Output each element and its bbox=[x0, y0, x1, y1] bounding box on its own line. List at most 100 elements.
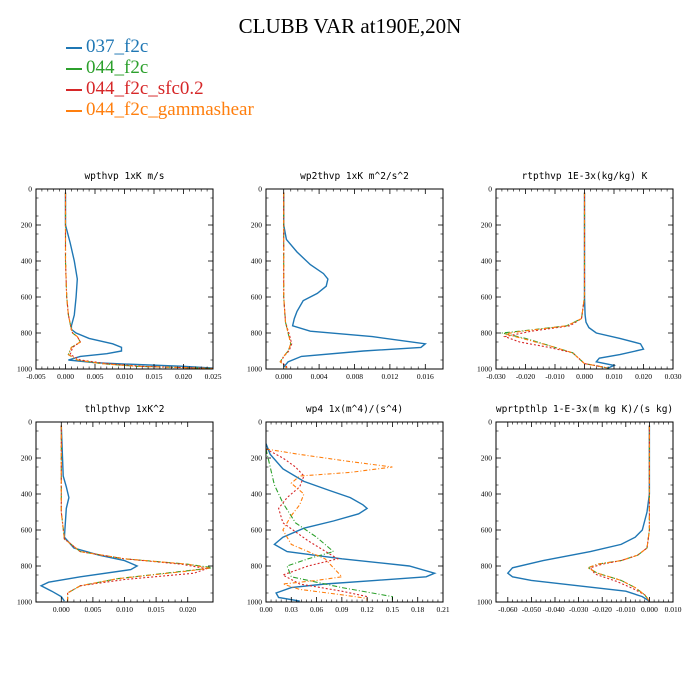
series-line-044-f2c bbox=[64, 192, 213, 369]
x-tick-label: 0.000 bbox=[275, 372, 292, 381]
panel-title: thlpthvp 1xK^2 bbox=[84, 404, 164, 415]
y-tick-label: 800 bbox=[251, 329, 263, 338]
x-tick-label: 0.010 bbox=[665, 605, 682, 614]
x-tick-label: 0.004 bbox=[311, 372, 328, 381]
x-tick-label: -0.030 bbox=[486, 372, 506, 381]
x-tick-label: 0.016 bbox=[417, 372, 434, 381]
legend-swatch bbox=[66, 88, 82, 91]
legend-swatch bbox=[66, 67, 82, 70]
y-tick-label: 0 bbox=[488, 418, 492, 427]
legend-swatch bbox=[66, 109, 82, 112]
y-tick-label: 200 bbox=[21, 454, 33, 463]
y-tick-label: 1000 bbox=[17, 598, 32, 607]
panel-title: wpthvp 1xK m/s bbox=[84, 171, 164, 182]
y-tick-label: 800 bbox=[481, 329, 493, 338]
legend-label: 044_f2c_gammashear bbox=[86, 99, 254, 120]
x-tick-label: 0.09 bbox=[335, 605, 348, 614]
y-tick-label: 600 bbox=[251, 293, 263, 302]
x-tick-label: -0.020 bbox=[516, 372, 536, 381]
x-tick-label: 0.030 bbox=[665, 372, 682, 381]
y-tick-label: 600 bbox=[21, 526, 33, 535]
y-tick-label: 0 bbox=[258, 185, 262, 194]
series-line-044-f2c-gammashear bbox=[586, 425, 650, 602]
y-tick-label: 600 bbox=[481, 293, 493, 302]
series-line-044-f2c-sfc0-2 bbox=[280, 192, 293, 369]
x-tick-label: -0.020 bbox=[593, 605, 613, 614]
series-line-044-f2c-sfc0-2 bbox=[64, 192, 213, 369]
legend-swatch bbox=[66, 46, 82, 49]
x-tick-label: 0.03 bbox=[285, 605, 298, 614]
x-tick-label: 0.010 bbox=[116, 372, 133, 381]
y-tick-label: 200 bbox=[21, 221, 33, 230]
y-tick-label: 0 bbox=[28, 418, 32, 427]
x-tick-label: 0.00 bbox=[259, 605, 272, 614]
series-line-037-f2c bbox=[283, 192, 427, 368]
x-tick-label: 0.025 bbox=[205, 372, 222, 381]
panel-title: wp4 1x(m^4)/(s^4) bbox=[306, 404, 403, 415]
series-group bbox=[39, 425, 213, 602]
y-tick-label: 600 bbox=[251, 526, 263, 535]
x-tick-label: 0.12 bbox=[361, 605, 374, 614]
y-tick-label: 400 bbox=[251, 257, 263, 266]
x-tick-label: -0.040 bbox=[545, 605, 565, 614]
y-tick-label: 400 bbox=[481, 257, 493, 266]
legend-item-044-f2c: 044_f2c bbox=[66, 57, 254, 78]
series-group bbox=[279, 192, 427, 369]
series-line-037-f2c bbox=[39, 425, 139, 602]
series-line-044-f2c-gammashear bbox=[279, 192, 292, 369]
panel-title: rtpthvp 1E-3x(kg/kg) K bbox=[522, 171, 648, 182]
legend-item-037-f2c: 037_f2c bbox=[66, 36, 254, 57]
y-tick-label: 200 bbox=[251, 454, 263, 463]
y-tick-label: 200 bbox=[481, 221, 493, 230]
y-tick-label: 0 bbox=[28, 185, 32, 194]
x-tick-label: 0.21 bbox=[436, 605, 449, 614]
series-line-037-f2c bbox=[266, 443, 437, 602]
panel-rtpthvp: rtpthvp 1E-3x(kg/kg) K -0.030 -0.020 -0.010… bbox=[477, 171, 682, 381]
x-tick-label: 0.000 bbox=[641, 605, 658, 614]
series-group bbox=[501, 192, 645, 369]
y-tick-label: 200 bbox=[481, 454, 493, 463]
x-tick-label: 0.010 bbox=[606, 372, 623, 381]
legend-label: 044_f2c bbox=[86, 57, 149, 78]
x-tick-label: 0.005 bbox=[87, 372, 104, 381]
x-tick-label: 0.015 bbox=[146, 372, 163, 381]
series-line-044-f2c-sfc0-2 bbox=[589, 425, 650, 602]
panel-wpthvp: wpthvp 1xK m/s -0.005 0.000 0.005 0.010 0.015… bbox=[17, 171, 222, 381]
x-tick-label: 0.010 bbox=[116, 605, 133, 614]
x-tick-label: -0.010 bbox=[545, 372, 565, 381]
x-tick-label: 0.020 bbox=[635, 372, 652, 381]
x-tick-label: 0.000 bbox=[57, 372, 74, 381]
y-tick-label: 600 bbox=[21, 293, 33, 302]
series-line-044-f2c-gammashear bbox=[64, 192, 213, 369]
y-tick-label: 1000 bbox=[17, 365, 32, 374]
y-tick-label: 400 bbox=[21, 490, 33, 499]
plot-frame bbox=[265, 421, 444, 603]
x-tick-label: 0.012 bbox=[381, 372, 398, 381]
y-tick-label: 1000 bbox=[477, 598, 492, 607]
series-line-044-f2c-gammashear bbox=[266, 448, 393, 602]
series-group bbox=[64, 192, 213, 369]
y-tick-label: 800 bbox=[481, 562, 493, 571]
plot-frame bbox=[495, 421, 674, 603]
y-tick-label: 800 bbox=[21, 562, 33, 571]
panel-wp4: wp4 1x(m^4)/(s^4) 0.00 0.03 0.06 0.09 0.12 0.1… bbox=[247, 404, 450, 614]
panel-title: wprtpthlp 1-E-3x(m kg K)/(s kg) bbox=[496, 404, 673, 415]
y-tick-label: 400 bbox=[481, 490, 493, 499]
legend-item-044-f2c-gammashear: 044_f2c_gammashear bbox=[66, 99, 254, 120]
x-tick-label: 0.005 bbox=[84, 605, 101, 614]
legend-label: 037_f2c bbox=[86, 36, 149, 57]
series-group bbox=[506, 425, 651, 602]
panel-title: wp2thvp 1xK m^2/s^2 bbox=[300, 171, 409, 182]
series-group bbox=[266, 443, 437, 602]
x-tick-label: -0.030 bbox=[569, 605, 589, 614]
series-line-044-f2c-sfc0-2 bbox=[266, 448, 368, 602]
y-tick-label: 800 bbox=[251, 562, 263, 571]
y-tick-label: 0 bbox=[258, 418, 262, 427]
y-tick-label: 400 bbox=[21, 257, 33, 266]
figure-title: CLUBB VAR at190E,20N bbox=[238, 14, 462, 38]
series-line-044-f2c-sfc0-2 bbox=[502, 192, 609, 369]
x-tick-label: 0.15 bbox=[386, 605, 399, 614]
x-tick-label: 0.008 bbox=[346, 372, 363, 381]
x-tick-label: 0.000 bbox=[576, 372, 593, 381]
